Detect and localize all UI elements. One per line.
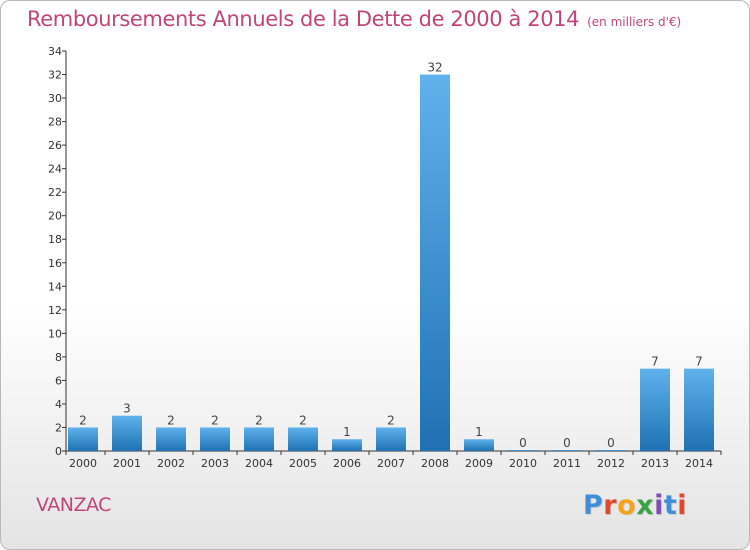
- chart-title: Remboursements Annuels de la Dette de 20…: [27, 7, 681, 31]
- chart-title-text: Remboursements Annuels de la Dette de 20…: [27, 7, 580, 31]
- data-label: 2: [211, 413, 219, 427]
- bar: [156, 427, 186, 451]
- bars: [68, 74, 714, 451]
- logo-letter: i: [654, 490, 664, 521]
- y-tick-label: 14: [48, 280, 62, 293]
- data-label: 0: [519, 436, 527, 450]
- x-tick-label: 2011: [553, 457, 581, 470]
- y-tick-label: 20: [48, 210, 62, 223]
- data-label: 7: [695, 355, 703, 369]
- x-axis: 2000 2001 2002 2003 2004 2005 2006 2007 2008 2009…: [65, 450, 722, 470]
- commune-name: VANZAC: [36, 494, 111, 516]
- data-label: 2: [167, 413, 175, 427]
- y-tick-label: 30: [48, 92, 62, 105]
- bar: [244, 427, 274, 451]
- logo-letter: t: [663, 490, 678, 521]
- data-label: 2: [387, 413, 395, 427]
- y-tick-label: 24: [48, 163, 62, 176]
- x-tick-label: 2010: [509, 457, 537, 470]
- bar: [332, 439, 362, 451]
- bar: [112, 415, 142, 451]
- x-tick-label: 2013: [641, 457, 669, 470]
- logo-letter: o: [617, 490, 637, 521]
- y-tick-label: 22: [48, 186, 62, 199]
- logo-letter: x: [636, 490, 655, 521]
- x-tick-label: 2008: [421, 457, 449, 470]
- x-tick-label: 2007: [377, 457, 405, 470]
- data-label: 3: [123, 402, 131, 416]
- x-tick-label: 2001: [113, 457, 141, 470]
- data-label: 0: [607, 436, 615, 450]
- y-tick-label: 6: [55, 374, 62, 387]
- bar: [200, 427, 230, 451]
- y-tick-label: 12: [48, 304, 62, 317]
- y-tick-label: 32: [48, 69, 62, 82]
- x-tick-label: 2012: [597, 457, 625, 470]
- logo-letter: P: [583, 490, 604, 521]
- x-tick-label: 2003: [201, 457, 229, 470]
- y-tick-label: 2: [55, 421, 62, 434]
- bar: [684, 368, 714, 451]
- y-tick-label: 0: [55, 445, 62, 458]
- bar: [596, 450, 626, 451]
- x-tick-label: 2005: [289, 457, 317, 470]
- x-tick-label: 2000: [69, 457, 97, 470]
- x-tick-label: 2002: [157, 457, 185, 470]
- data-label: 2: [299, 413, 307, 427]
- y-tick-label: 10: [48, 327, 62, 340]
- y-tick-label: 18: [48, 233, 62, 246]
- logo-letter: i: [677, 490, 688, 521]
- data-label: 7: [651, 355, 659, 369]
- proxiti-logo[interactable]: Proxiti: [583, 490, 687, 521]
- y-tick-label: 8: [55, 351, 62, 364]
- y-tick-label: 34: [48, 45, 62, 58]
- y-tick-label: 4: [55, 398, 62, 411]
- bar: [640, 368, 670, 451]
- chart-subtitle: (en milliers d'€): [587, 15, 682, 29]
- data-label: 32: [427, 61, 442, 75]
- bar: [464, 439, 494, 451]
- y-tick-label: 16: [48, 257, 62, 270]
- y-tick-label: 28: [48, 116, 62, 129]
- x-tick-label: 2006: [333, 457, 361, 470]
- x-tick-label: 2009: [465, 457, 493, 470]
- data-label: 2: [79, 413, 87, 427]
- x-tick-label: 2004: [245, 457, 273, 470]
- bar: [420, 74, 450, 451]
- bar: [68, 427, 98, 451]
- y-tick-label: 26: [48, 139, 62, 152]
- x-tick-label: 2014: [685, 457, 713, 470]
- data-label: 2: [255, 413, 263, 427]
- data-label: 0: [563, 436, 571, 450]
- bar: [508, 450, 538, 451]
- bar: [288, 427, 318, 451]
- data-label: 1: [475, 425, 483, 439]
- bar: [376, 427, 406, 451]
- bar: [552, 450, 582, 451]
- data-label: 1: [343, 425, 351, 439]
- logo-letter: r: [603, 490, 618, 521]
